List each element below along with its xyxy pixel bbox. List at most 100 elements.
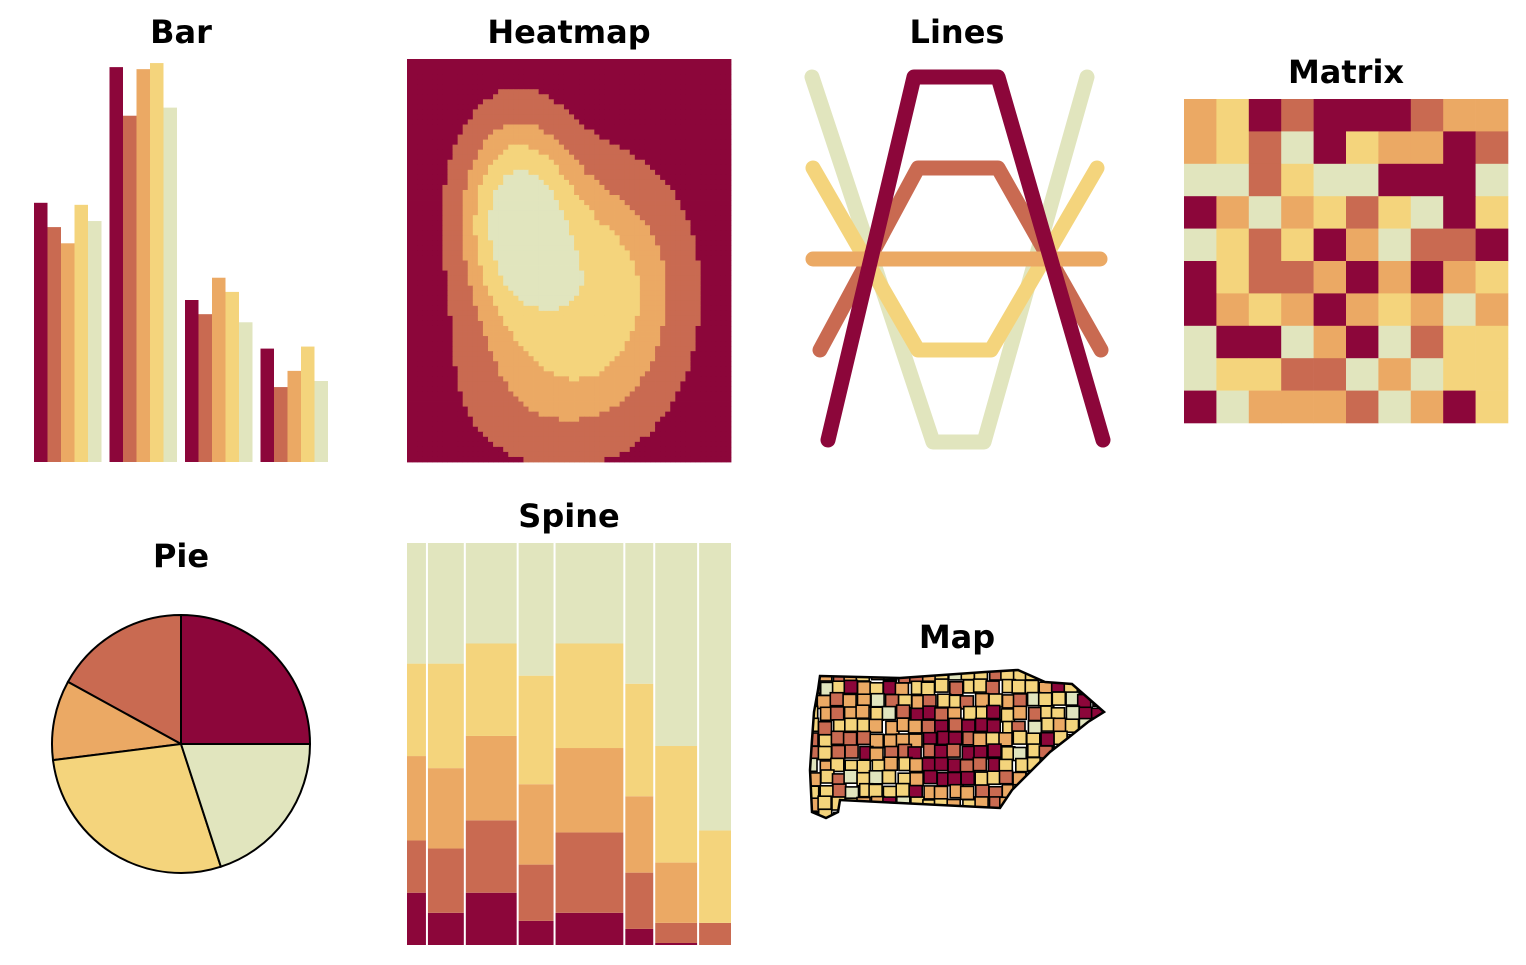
heatmap-cell: [604, 69, 610, 75]
heatmap-cell: [482, 205, 489, 211]
heatmap-cell: [720, 421, 727, 428]
heatmap-cell: [457, 99, 464, 105]
heatmap-cell: [705, 134, 712, 140]
heatmap-cell: [725, 351, 732, 357]
heatmap-cell: [599, 144, 605, 151]
heatmap-cell: [695, 331, 702, 337]
heatmap-cell: [690, 205, 696, 211]
heatmap-cell: [432, 295, 438, 302]
heatmap-cell: [609, 59, 615, 65]
heatmap-cell: [680, 295, 686, 302]
heatmap-cell: [447, 346, 453, 352]
heatmap-cell: [579, 109, 585, 115]
heatmap-cell: [558, 300, 565, 307]
heatmap-cell: [477, 431, 484, 438]
heatmap-cell: [553, 245, 560, 251]
heatmap-cell: [584, 149, 590, 156]
heatmap-cell: [705, 371, 712, 377]
heatmap-cell: [462, 300, 469, 307]
heatmap-cell: [558, 331, 565, 337]
heatmap-cell: [422, 441, 428, 448]
heatmap-cell: [609, 431, 615, 438]
heatmap-cell: [513, 325, 519, 332]
heatmap-cell: [670, 411, 676, 418]
heatmap-cell: [594, 351, 600, 357]
heatmap-cell: [579, 310, 585, 317]
heatmap-cell: [528, 416, 534, 423]
heatmap-cell: [569, 189, 575, 196]
heatmap-cell: [639, 356, 646, 362]
heatmap-cell: [462, 84, 469, 90]
heatmap-cell: [523, 169, 529, 176]
heatmap-cell: [579, 164, 585, 171]
heatmap-cell: [533, 275, 540, 282]
heatmap-cell: [412, 235, 418, 241]
heatmap-cell: [725, 300, 732, 307]
heatmap-cell: [594, 114, 600, 120]
heatmap-cell: [589, 124, 595, 130]
heatmap-cell: [498, 200, 504, 206]
heatmap-cell: [629, 371, 636, 377]
bar-g0-s4: [88, 221, 102, 462]
heatmap-cell: [604, 104, 610, 110]
heatmap-cell: [467, 401, 474, 407]
heatmap-cell: [432, 255, 438, 261]
heatmap-cell: [528, 446, 534, 453]
heatmap-cell: [518, 275, 524, 282]
heatmap-cell: [655, 230, 661, 236]
heatmap-cell: [644, 64, 651, 70]
heatmap-cell: [528, 396, 534, 402]
heatmap-cell: [574, 396, 580, 402]
heatmap-cell: [412, 174, 418, 181]
heatmap-cell: [498, 134, 504, 140]
heatmap-cell: [579, 396, 585, 402]
heatmap-cell: [457, 356, 464, 362]
heatmap-cell: [604, 280, 610, 287]
heatmap-cell: [513, 220, 519, 226]
heatmap-cell: [543, 235, 550, 241]
heatmap-cell: [599, 189, 605, 196]
heatmap-cell: [533, 366, 540, 372]
heatmap-cell: [644, 109, 651, 115]
heatmap-cell: [609, 64, 615, 70]
heatmap-cell: [725, 94, 732, 100]
heatmap-cell: [604, 240, 610, 246]
heatmap-cell: [417, 89, 423, 95]
heatmap-cell: [650, 285, 656, 292]
heatmap-cell: [417, 310, 423, 317]
heatmap-cell: [477, 280, 484, 287]
heatmap-cell: [589, 205, 595, 211]
heatmap-cell: [427, 290, 433, 297]
heatmap-cell: [482, 119, 489, 125]
heatmap-cell: [569, 391, 575, 397]
heatmap-cell: [447, 104, 453, 110]
heatmap-cell: [639, 255, 646, 261]
heatmap-cell: [482, 240, 489, 246]
heatmap-cell: [660, 260, 666, 266]
heatmap-cell: [690, 195, 696, 201]
heatmap-cell: [442, 371, 448, 377]
heatmap-cell: [710, 361, 717, 367]
heatmap-cell: [437, 295, 443, 302]
heatmap-cell: [644, 144, 651, 151]
heatmap-cell: [705, 275, 712, 282]
heatmap-cell: [680, 441, 686, 448]
heatmap-cell: [715, 275, 722, 282]
heatmap-cell: [574, 310, 580, 317]
heatmap-cell: [715, 255, 722, 261]
heatmap-cell: [513, 285, 519, 292]
heatmap-cell: [462, 225, 469, 231]
heatmap-cell: [412, 331, 418, 337]
heatmap-cell: [563, 416, 570, 423]
heatmap-cell: [629, 401, 636, 407]
heatmap-cell: [437, 391, 443, 397]
heatmap-cell: [472, 94, 479, 100]
heatmap-cell: [523, 164, 529, 171]
heatmap-cell: [538, 421, 545, 428]
heatmap-cell: [417, 265, 423, 271]
bar-g1-s2: [136, 69, 150, 463]
heatmap-cell: [457, 421, 464, 428]
heatmap-cell: [538, 300, 545, 307]
heatmap-cell: [569, 401, 575, 407]
heatmap-cell: [700, 366, 707, 372]
